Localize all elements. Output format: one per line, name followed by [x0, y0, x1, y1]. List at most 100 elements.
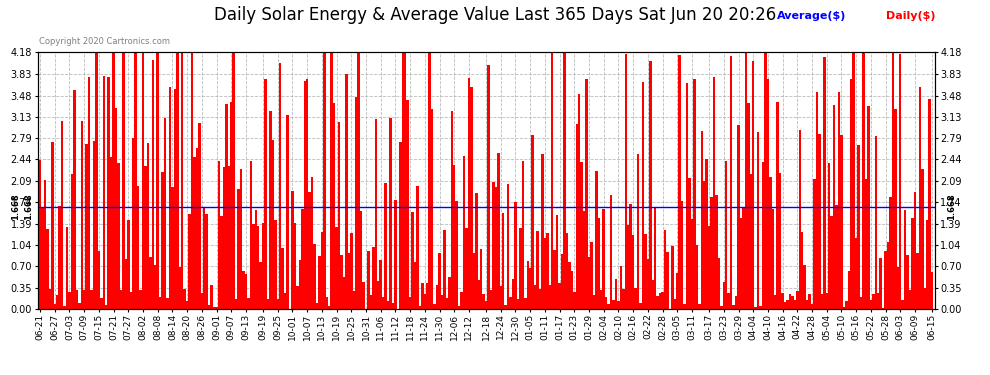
Bar [392, 303, 394, 309]
Bar [56, 295, 58, 309]
Bar [409, 297, 412, 309]
Bar [744, 53, 747, 309]
Bar [740, 219, 742, 309]
Bar [346, 74, 347, 309]
Bar [360, 211, 362, 309]
Bar [294, 224, 296, 309]
Text: 1.668: 1.668 [12, 194, 21, 220]
Bar [568, 261, 570, 309]
Bar [693, 80, 696, 309]
Bar [311, 177, 313, 309]
Bar [49, 289, 51, 309]
Bar [661, 292, 663, 309]
Bar [122, 53, 125, 309]
Bar [470, 87, 472, 309]
Bar [914, 192, 916, 309]
Bar [862, 53, 864, 309]
Bar [341, 255, 343, 309]
Bar [284, 293, 286, 309]
Bar [436, 285, 439, 309]
Bar [864, 179, 867, 309]
Bar [598, 218, 600, 309]
Bar [804, 265, 806, 309]
Bar [191, 53, 193, 309]
Bar [857, 145, 859, 309]
Bar [625, 54, 627, 309]
Bar [578, 94, 580, 309]
Bar [171, 187, 173, 309]
Bar [343, 277, 346, 309]
Bar [487, 65, 490, 309]
Bar [419, 306, 421, 309]
Bar [336, 227, 338, 309]
Bar [132, 138, 135, 309]
Text: Average($): Average($) [777, 11, 846, 21]
Bar [904, 210, 907, 309]
Bar [450, 111, 453, 309]
Bar [243, 272, 245, 309]
Bar [742, 207, 744, 309]
Bar [248, 298, 249, 309]
Bar [570, 271, 573, 309]
Bar [291, 191, 294, 309]
Bar [818, 134, 821, 309]
Bar [352, 291, 355, 309]
Bar [877, 293, 879, 309]
Bar [524, 298, 527, 309]
Bar [338, 122, 341, 309]
Bar [527, 261, 529, 309]
Bar [377, 281, 379, 309]
Bar [512, 279, 514, 309]
Bar [448, 277, 450, 309]
Bar [558, 284, 560, 309]
Bar [78, 303, 80, 309]
Bar [249, 161, 252, 309]
Bar [703, 181, 706, 309]
Bar [612, 300, 615, 309]
Bar [688, 178, 691, 309]
Bar [580, 162, 583, 309]
Bar [137, 186, 140, 309]
Bar [252, 224, 254, 309]
Bar [644, 234, 646, 309]
Bar [299, 260, 301, 309]
Bar [754, 307, 757, 309]
Bar [696, 245, 698, 309]
Bar [296, 286, 299, 309]
Bar [480, 249, 482, 309]
Bar [367, 251, 369, 309]
Bar [472, 254, 475, 309]
Bar [887, 242, 889, 309]
Bar [203, 208, 206, 309]
Bar [424, 294, 426, 309]
Bar [323, 53, 326, 309]
Bar [53, 304, 56, 309]
Bar [455, 201, 458, 309]
Bar [838, 92, 841, 309]
Bar [321, 231, 323, 309]
Bar [924, 288, 926, 309]
Bar [806, 300, 809, 309]
Bar [776, 102, 779, 309]
Bar [654, 207, 656, 309]
Bar [583, 211, 585, 309]
Bar [475, 194, 477, 309]
Bar [929, 99, 931, 309]
Bar [384, 183, 387, 309]
Bar [51, 142, 53, 309]
Bar [407, 100, 409, 309]
Bar [333, 103, 336, 309]
Bar [713, 77, 715, 309]
Bar [304, 81, 306, 309]
Bar [83, 290, 85, 309]
Bar [909, 290, 911, 309]
Bar [821, 294, 823, 309]
Bar [306, 79, 309, 309]
Bar [537, 231, 539, 309]
Bar [656, 296, 659, 309]
Bar [916, 254, 919, 309]
Bar [402, 53, 404, 309]
Bar [833, 105, 836, 309]
Bar [218, 162, 220, 309]
Bar [350, 233, 352, 309]
